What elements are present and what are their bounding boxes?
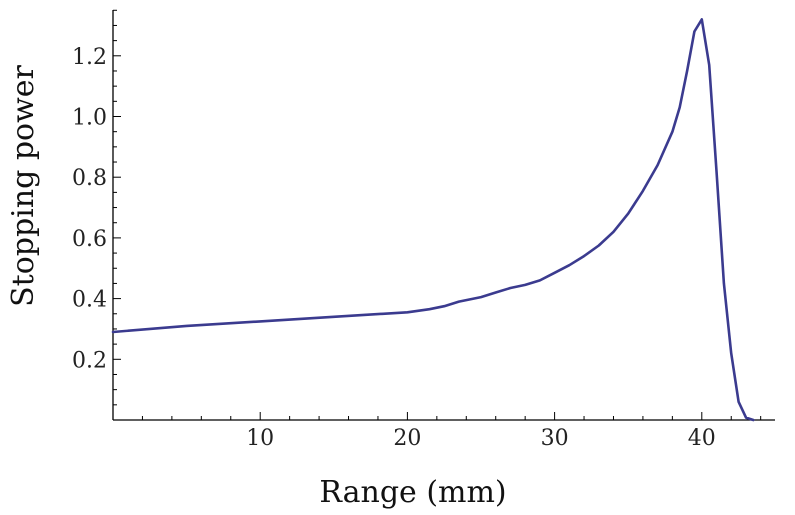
y-axis-title: Stopping power <box>6 64 41 306</box>
y-tick-label: 0.8 <box>72 166 107 191</box>
y-tick-label: 0.2 <box>72 348 107 373</box>
ticks <box>113 9 762 420</box>
x-axis-title: Range (mm) <box>319 475 506 510</box>
x-tick-label: 10 <box>246 426 274 451</box>
axes <box>112 10 775 421</box>
y-tick-label: 1.0 <box>72 106 107 131</box>
x-tick-label: 30 <box>541 426 569 451</box>
y-tick-label: 1.2 <box>72 45 107 70</box>
y-tick-label: 0.6 <box>72 227 107 252</box>
tick-labels: 10 20 30 40 0.2 0.4 0.6 0.8 1.0 1.2 <box>72 45 716 451</box>
plot-area <box>111 18 755 422</box>
stopping-power-curve <box>111 18 755 422</box>
y-tick-label: 0.4 <box>72 288 107 313</box>
x-tick-label: 40 <box>688 426 716 451</box>
x-tick-label: 20 <box>393 426 421 451</box>
